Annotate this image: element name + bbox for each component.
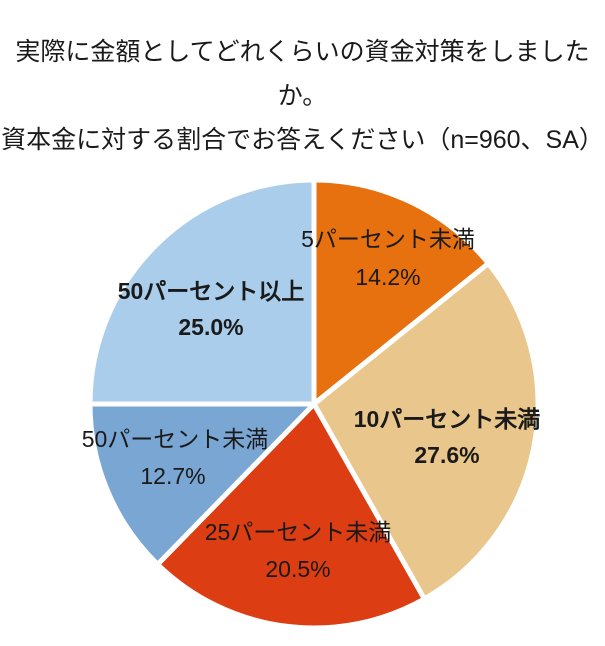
pie-slice-4 — [87, 177, 317, 407]
chart-title: 実際に金額としてどれくらいの資金対策をしましたか。 資本金に対する割合でお答えく… — [0, 30, 605, 162]
pie-slice-3 — [87, 401, 317, 567]
pie-slice-1-label: 10パーセント未満 — [354, 406, 541, 432]
chart-title-line1: 実際に金額としてどれくらいの資金対策をしましたか。 — [15, 38, 590, 110]
pie-slice-2 — [155, 401, 427, 631]
pie-slice-4-value: 25.0% — [178, 314, 243, 340]
pie-slice-0-value: 14.2% — [355, 264, 420, 290]
pie-slice-0-label: 5パーセント未満 — [301, 226, 475, 252]
pie-slice-1-value: 27.6% — [414, 442, 479, 468]
pie-slice-3-value: 12.7% — [140, 463, 205, 489]
pie-slice-2-value: 20.5% — [265, 556, 330, 582]
pie-slice-4-label: 50パーセント以上 — [118, 278, 305, 304]
pie-slice-3-label: 50パーセント未満 — [82, 426, 269, 452]
chart-title-line2: 資本金に対する割合でお答えください（n=960、SA） — [1, 126, 604, 154]
pie-slice-2-label: 25パーセント未満 — [205, 519, 392, 545]
pie-slice-0 — [311, 177, 491, 407]
pie-slice-1 — [311, 260, 541, 602]
